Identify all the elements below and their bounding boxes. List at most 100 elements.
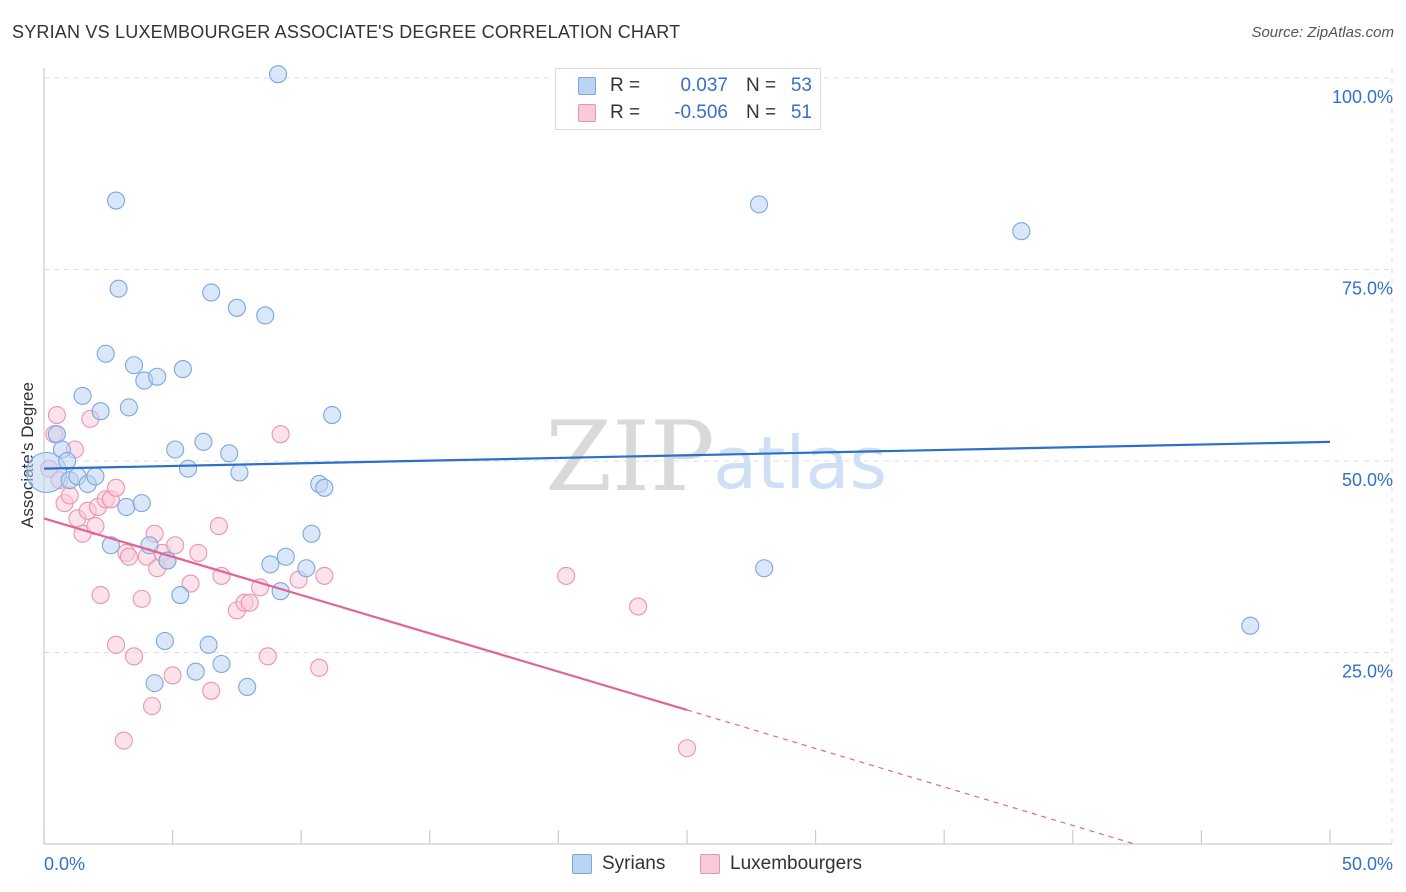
luxembourgers-trend-line bbox=[43, 517, 688, 712]
luxembourgers-swatch bbox=[578, 104, 596, 122]
luxembourgers-point bbox=[132, 589, 151, 608]
legend-item-luxembourgers: Luxembourgers bbox=[700, 852, 862, 876]
syrians-point bbox=[323, 405, 342, 425]
syrians-point bbox=[212, 654, 231, 674]
syrians-point bbox=[755, 559, 774, 578]
syrians-points bbox=[26, 65, 1260, 697]
syrians-point bbox=[749, 195, 769, 214]
luxembourgers-point bbox=[258, 647, 277, 666]
syrians-point bbox=[47, 425, 66, 444]
luxembourgers-point bbox=[209, 517, 228, 536]
luxembourgers-point bbox=[91, 585, 110, 605]
syrians-point bbox=[109, 279, 128, 298]
correlation-legend: R = 0.037 N = 53 R = -0.506 N = 51 bbox=[555, 68, 821, 130]
syrians-point bbox=[148, 367, 167, 386]
syrians-point bbox=[86, 467, 105, 486]
syrians-trend-line bbox=[43, 440, 1331, 470]
syrians-point bbox=[227, 298, 246, 317]
chart-source: Source: ZipAtlas.com bbox=[1251, 24, 1394, 41]
luxembourgers-point bbox=[271, 425, 290, 444]
r-label: R = bbox=[610, 102, 641, 123]
y-tick-label: 100.0% bbox=[1332, 87, 1393, 107]
syrians-point bbox=[261, 555, 280, 574]
syrians-point bbox=[178, 459, 198, 478]
syrians-point bbox=[238, 677, 257, 697]
r-value-syrians: 0.037 bbox=[680, 75, 728, 96]
syrians-legend-label: Syrians bbox=[602, 853, 666, 874]
luxembourgers-point bbox=[142, 697, 162, 716]
syrians-legend-swatch bbox=[572, 854, 592, 874]
syrians-point bbox=[145, 674, 164, 693]
syrians-point bbox=[302, 524, 321, 543]
luxembourgers-point bbox=[47, 405, 66, 425]
n-label: N = bbox=[746, 75, 777, 96]
syrians-point bbox=[202, 283, 221, 302]
luxembourgers-point bbox=[119, 547, 138, 566]
syrians-point bbox=[91, 402, 110, 421]
syrians-point bbox=[256, 306, 275, 325]
luxembourgers-point bbox=[310, 658, 329, 677]
luxembourgers-point bbox=[629, 597, 648, 616]
r-value-luxembourgers: -0.506 bbox=[674, 102, 728, 123]
luxembourgers-legend-swatch bbox=[700, 854, 720, 874]
n-value-luxembourgers: 51 bbox=[790, 102, 812, 123]
luxembourgers-legend-label: Luxembourgers bbox=[730, 853, 863, 874]
syrians-point bbox=[276, 547, 295, 566]
x-tick-label-left: 0.0% bbox=[44, 854, 85, 874]
luxembourgers-point bbox=[557, 566, 576, 585]
syrians-point bbox=[230, 463, 249, 482]
legend-item-syrians: Syrians bbox=[572, 852, 665, 876]
syrians-point bbox=[73, 386, 92, 405]
syrians-point bbox=[269, 65, 288, 84]
n-label: N = bbox=[746, 102, 777, 123]
syrians-point bbox=[58, 451, 77, 471]
syrians-point bbox=[199, 635, 218, 654]
trend-lines bbox=[43, 440, 1331, 845]
syrians-point bbox=[173, 360, 192, 379]
luxembourgers-point bbox=[60, 486, 79, 505]
luxembourgers-trend-extension bbox=[686, 709, 1135, 845]
syrians-point bbox=[119, 398, 138, 417]
luxembourgers-point bbox=[315, 566, 334, 585]
syrians-point bbox=[96, 344, 115, 363]
luxembourgers-point bbox=[240, 593, 259, 612]
luxembourgers-point bbox=[106, 478, 126, 497]
tick-labels: 100.0% 75.0% 50.0% 25.0% 0.0% 50.0% bbox=[44, 87, 1393, 874]
syrians-point bbox=[155, 631, 174, 651]
syrians-point bbox=[171, 585, 190, 605]
luxembourgers-point bbox=[166, 536, 185, 555]
luxembourgers-point bbox=[106, 635, 126, 654]
r-label: R = bbox=[610, 75, 641, 96]
luxembourgers-point bbox=[124, 647, 144, 666]
syrians-point bbox=[101, 536, 120, 555]
luxembourgers-point bbox=[677, 739, 697, 758]
syrians-point bbox=[117, 497, 136, 517]
syrians-point bbox=[315, 478, 334, 497]
luxembourgers-point bbox=[114, 731, 133, 750]
syrians-point bbox=[220, 444, 239, 463]
syrians-point bbox=[297, 559, 316, 578]
chart-title: SYRIAN VS LUXEMBOURGER ASSOCIATE'S DEGRE… bbox=[12, 22, 681, 42]
luxembourgers-point bbox=[202, 681, 221, 700]
x-tick-label-right: 50.0% bbox=[1342, 854, 1393, 874]
luxembourgers-point bbox=[181, 574, 200, 593]
n-value-syrians: 53 bbox=[790, 75, 812, 96]
syrians-point bbox=[194, 432, 213, 451]
y-tick-label: 75.0% bbox=[1342, 279, 1393, 299]
syrians-point bbox=[124, 356, 144, 375]
luxembourgers-point bbox=[163, 666, 182, 685]
luxembourgers-points bbox=[40, 405, 697, 758]
syrians-swatch bbox=[578, 77, 596, 95]
y-tick-label: 50.0% bbox=[1342, 470, 1393, 490]
legend-row-syrians: R = 0.037 N = 53 bbox=[578, 73, 812, 99]
syrians-point bbox=[106, 191, 126, 210]
syrians-point bbox=[186, 662, 205, 681]
syrians-point bbox=[132, 494, 151, 513]
syrians-point bbox=[166, 440, 185, 459]
luxembourgers-point bbox=[189, 543, 208, 562]
syrians-point bbox=[1241, 616, 1260, 635]
y-tick-label: 25.0% bbox=[1342, 662, 1393, 682]
syrians-point bbox=[1012, 222, 1031, 241]
watermark-atlas: atlas bbox=[713, 421, 887, 505]
